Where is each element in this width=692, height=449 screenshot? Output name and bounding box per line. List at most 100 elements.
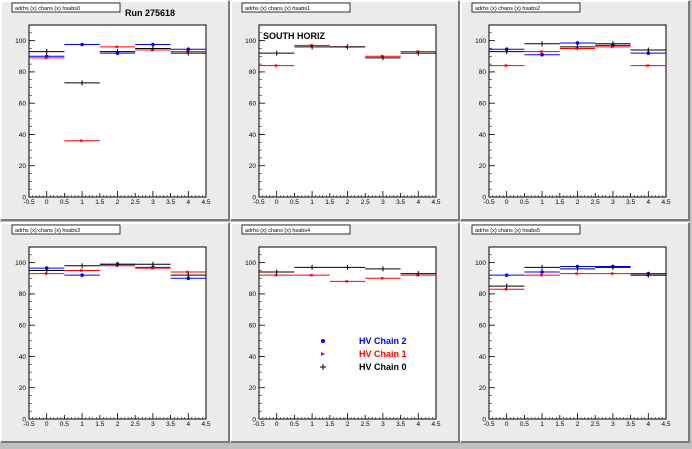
pad-bevel-dark: [461, 223, 690, 443]
x-tick-label: 3: [151, 421, 155, 428]
legend-marker-dot: [321, 339, 325, 343]
x-tick-label: 2.5: [131, 199, 140, 206]
data-point-chain1: [186, 270, 190, 274]
y-tick-label: 40: [19, 354, 27, 361]
y-tick-label: 80: [19, 69, 27, 76]
x-tick-label: 4.5: [431, 421, 440, 428]
y-tick-label: 60: [249, 100, 257, 107]
y-tick-label: 40: [249, 132, 257, 139]
x-tick-label: -0.5: [483, 421, 495, 428]
x-tick-label: 3: [151, 199, 155, 206]
y-tick-label: 60: [479, 100, 487, 107]
y-tick-label: 80: [479, 69, 487, 76]
header-box: [471, 224, 581, 235]
data-point-chain2: [80, 42, 84, 47]
x-tick-label: 3.5: [166, 421, 175, 428]
x-tick-label: 4.5: [431, 199, 440, 206]
x-tick-label: 1.5: [325, 421, 334, 428]
x-tick-label: -0.5: [253, 199, 265, 206]
y-tick-label: 100: [245, 38, 256, 45]
x-tick-label: 0.5: [290, 421, 299, 428]
y-tick-label: 100: [475, 38, 486, 45]
x-tick-label: 0: [275, 199, 279, 206]
x-tick-label: -0.5: [483, 199, 495, 206]
chart-title: Run 275618: [125, 8, 175, 18]
x-tick-label: 0: [45, 199, 49, 206]
y-tick-label: 80: [19, 291, 27, 298]
data-point-chain1: [540, 50, 544, 54]
chart-pad-5: adrhs (x) chans (x) hsabs5-0.5 0 0.5 1 1.5 2 2…: [460, 222, 690, 443]
chart-pad-3: adrhs (x) chans (x) hsabs3-0.5 0 0.5 1 1.5 2 2…: [0, 222, 230, 443]
y-tick-label: 100: [15, 260, 26, 267]
legend-entry-label: HV Chain 1: [359, 349, 407, 359]
x-tick-label: 4: [416, 421, 420, 428]
header-box: [471, 2, 581, 13]
pad-bevel-light: [230, 0, 459, 220]
y-tick-label: 100: [15, 38, 26, 45]
y-tick-label: 20: [479, 385, 487, 392]
legend-entry-label: HV Chain 2: [359, 336, 407, 346]
pad-bevel-dark: [1, 1, 230, 221]
x-tick-label: 1.5: [325, 199, 334, 206]
header-box: [11, 224, 121, 235]
y-tick-label: 0: [22, 194, 26, 201]
data-point-chain1: [274, 273, 279, 277]
x-tick-label: 0: [275, 421, 279, 428]
y-tick-label: 80: [479, 291, 487, 298]
plot-frame: [488, 24, 667, 198]
y-tick-label: 100: [475, 260, 486, 267]
y-tick-label: 0: [482, 416, 486, 423]
x-tick-label: 1: [80, 421, 84, 428]
x-tick-label: 2: [116, 421, 120, 428]
y-tick-label: 20: [479, 163, 487, 170]
y-tick-label: 80: [249, 69, 257, 76]
pad-bevel-light: [460, 222, 689, 442]
x-tick-label: 4: [646, 199, 650, 206]
x-tick-label: 0.5: [60, 421, 69, 428]
pad-bevel-dark: [231, 223, 460, 443]
y-tick-label: 20: [19, 385, 27, 392]
data-point-chain2: [186, 276, 191, 281]
data-point-chain1: [44, 272, 49, 276]
x-tick-label: 2: [346, 199, 350, 206]
x-tick-label: 0.5: [290, 199, 299, 206]
x-tick-label: -0.5: [23, 199, 35, 206]
x-tick-label: 0: [45, 421, 49, 428]
plot-frame: [258, 246, 437, 420]
x-tick-label: 1: [310, 421, 314, 428]
x-tick-label: 2: [576, 421, 580, 428]
x-tick-label: 3: [381, 421, 385, 428]
x-tick-label: 0.5: [60, 199, 69, 206]
data-point-chain1: [150, 266, 155, 270]
x-tick-label: 1: [540, 199, 544, 206]
y-tick-label: 40: [479, 132, 487, 139]
y-tick-label: 40: [479, 354, 487, 361]
data-point-chain2: [151, 42, 155, 47]
plot-frame: [258, 24, 437, 198]
x-tick-label: 1.5: [95, 421, 104, 428]
x-tick-label: 2: [576, 199, 580, 206]
y-tick-label: 20: [249, 385, 257, 392]
x-tick-label: 0: [505, 199, 509, 206]
header-label: adrhs (x) chans (x) hsabs4: [245, 228, 310, 234]
x-tick-label: -0.5: [253, 421, 265, 428]
header-label: adrhs (x) chans (x) hsabs2: [475, 6, 540, 12]
data-point-chain2: [646, 51, 651, 55]
chart-pad-1: adrhs (x) chans (x) hsabs1 SOUTH HORIZ -0.…: [230, 0, 460, 221]
data-point-chain1: [504, 287, 509, 291]
y-tick-label: 40: [249, 354, 257, 361]
y-tick-label: 0: [482, 194, 486, 201]
x-tick-label: 0: [505, 421, 509, 428]
x-tick-label: 1.5: [555, 421, 564, 428]
y-tick-label: 60: [479, 322, 487, 329]
x-tick-label: 3: [611, 421, 615, 428]
data-point-chain1: [274, 64, 279, 68]
data-point-chain1: [345, 279, 349, 283]
y-tick-label: 40: [19, 132, 27, 139]
x-tick-label: 4.5: [661, 421, 670, 428]
x-tick-label: 4.5: [661, 199, 670, 206]
y-tick-label: 20: [19, 163, 27, 170]
data-point-chain2: [575, 41, 580, 45]
header-label: adrhs (x) chans (x) hsabs0: [15, 6, 80, 12]
